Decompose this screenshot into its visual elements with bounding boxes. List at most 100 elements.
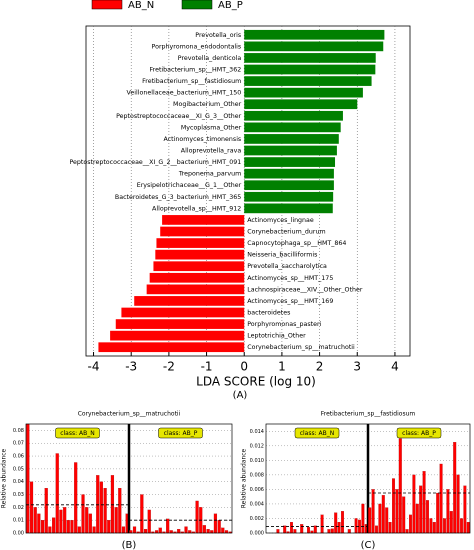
lda-bar <box>244 99 358 110</box>
bar <box>121 526 126 534</box>
bar <box>184 526 188 534</box>
lda-bar <box>244 41 384 52</box>
bar <box>217 520 221 534</box>
bar <box>337 521 341 534</box>
bar-label: Prevotella_saccharolytica <box>247 263 327 270</box>
caption: (A) <box>233 390 248 401</box>
bar <box>443 518 446 534</box>
class-box <box>55 427 100 439</box>
class-label: class: AB_P <box>164 430 198 437</box>
lda-bar <box>244 76 372 86</box>
bar-label: Peptostreptococcaceae__XI_G_3__Other <box>116 113 242 120</box>
y-tick-label: 0.06 <box>13 454 24 460</box>
bar <box>188 530 192 534</box>
bar <box>81 494 85 534</box>
y-tick-label: 0.000 <box>250 531 264 537</box>
lda-bar <box>244 64 376 75</box>
bar-label: Actinomyces_sp__HMT_169 <box>247 298 333 305</box>
class-box <box>294 427 340 439</box>
lda-bar <box>160 226 245 237</box>
legend-label: AB_P <box>218 0 243 11</box>
bar-label: Actinomyces_timonensis <box>164 136 242 143</box>
bar <box>195 500 199 534</box>
bar <box>354 518 358 534</box>
lda-bar <box>244 53 376 63</box>
bar <box>371 489 375 534</box>
plot-frame <box>265 423 471 534</box>
x-tick-label: -3 <box>125 360 137 374</box>
class-label: class: AB_P <box>402 430 436 437</box>
bar <box>307 527 310 534</box>
bar <box>26 423 30 534</box>
bar <box>63 507 67 534</box>
bar <box>59 509 63 534</box>
bar <box>52 517 56 534</box>
lda-bar <box>244 29 385 40</box>
bar-label: Corynebacterium_sp__matruchotii <box>247 344 355 351</box>
plot-frame <box>25 423 233 534</box>
bar-label: Alloprevotella_rava <box>181 148 242 155</box>
bar <box>290 521 293 534</box>
lda-bar <box>244 87 363 98</box>
bar <box>415 503 419 534</box>
lda-bar <box>244 145 337 156</box>
lda-bar <box>155 249 245 260</box>
y-tick-label: 0.01 <box>13 518 24 524</box>
x-tick-label: 1 <box>278 360 286 374</box>
y-tick-label: 0.002 <box>250 516 264 522</box>
lda-bar <box>149 272 245 283</box>
y-tick-label: 0.012 <box>250 443 264 449</box>
y-tick-label: 0.014 <box>250 429 264 435</box>
bar <box>77 526 81 534</box>
legend-label: AB_N <box>128 0 154 11</box>
bar <box>177 529 181 534</box>
y-tick-label: 0.008 <box>250 472 264 478</box>
bar <box>118 488 122 534</box>
y-tick-label: 0.05 <box>13 466 24 472</box>
bar <box>202 525 206 534</box>
bar <box>460 518 463 534</box>
bar <box>375 525 378 534</box>
caption: (C) <box>361 540 376 550</box>
x-tick-label: -2 <box>163 360 175 374</box>
y-tick-label: 0.03 <box>13 492 24 498</box>
bar <box>55 453 59 534</box>
bar <box>37 513 41 534</box>
bar <box>40 520 45 534</box>
lda-bar <box>146 284 245 295</box>
bar-label: Veillonellaceae_bacterium_HMT_150 <box>127 90 242 97</box>
bar-label: Leptotrichia_Other <box>247 333 306 340</box>
bar <box>368 507 372 534</box>
lda-bar <box>244 134 339 144</box>
x-tick-label: 4 <box>391 360 399 374</box>
bar <box>99 481 103 534</box>
y-tick-label: 0.006 <box>250 487 264 493</box>
panel-title: Fretibacterium_sp__fastidiosum <box>321 411 416 418</box>
class-box <box>396 427 442 439</box>
bar <box>429 518 433 534</box>
bar-label: Peptostreptococcaceae__XI_G_2__bacterium… <box>69 159 241 166</box>
bar <box>206 529 210 534</box>
bar <box>74 462 78 534</box>
y-axis-title: Relative abundance <box>1 448 8 508</box>
bar-label: Mogibacterium_Other <box>173 101 242 108</box>
bar <box>402 496 406 534</box>
lda-bar <box>244 122 341 133</box>
lda-bar <box>244 203 333 214</box>
bar <box>409 514 412 534</box>
x-tick-label: -4 <box>88 360 100 374</box>
bar <box>446 489 450 534</box>
bar-label: Prevotella_denticola <box>178 55 242 62</box>
bar <box>412 474 416 534</box>
bar <box>224 530 229 534</box>
class-label: class: AB_N <box>60 430 95 437</box>
bar <box>210 530 214 534</box>
bar-label: Erysipelotrichaceae__G_1__Other <box>137 182 242 189</box>
lda-bar <box>244 180 334 191</box>
bar <box>388 521 392 534</box>
legend-swatch <box>91 0 123 10</box>
bar <box>158 527 162 534</box>
legend-swatch <box>181 0 213 10</box>
bar <box>155 530 159 534</box>
bar <box>114 507 118 534</box>
